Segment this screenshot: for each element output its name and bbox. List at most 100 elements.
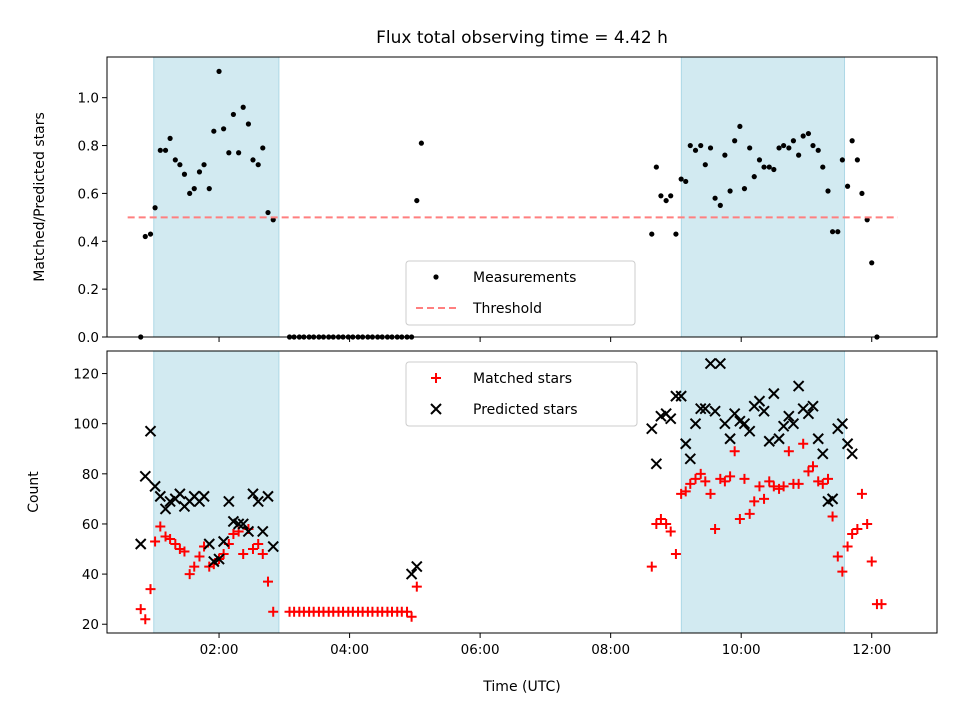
data-point — [228, 528, 239, 539]
data-point — [247, 544, 258, 555]
data-point — [832, 551, 843, 562]
data-point — [807, 400, 819, 412]
y-tick-label: 100 — [73, 417, 99, 433]
data-point — [405, 568, 418, 580]
data-point — [267, 540, 279, 553]
data-point — [402, 606, 413, 617]
data-point — [670, 549, 681, 560]
data-point — [226, 150, 232, 156]
data-point — [778, 481, 789, 492]
y-tick-label: 60 — [82, 517, 99, 533]
data-point — [187, 190, 193, 197]
bottom-panel-counts: 20 40 60 80 100 120 02:00 04:00 06:00 08:00 10:00 1… — [26, 350, 938, 658]
data-point — [646, 561, 657, 572]
data-point — [751, 174, 757, 180]
data-point — [268, 606, 279, 617]
data-point — [680, 486, 691, 497]
data-point — [418, 140, 424, 146]
data-point — [758, 405, 770, 417]
data-point — [649, 231, 655, 237]
data-point — [685, 478, 696, 489]
data-point — [663, 197, 669, 204]
data-point — [162, 147, 169, 153]
data-point — [817, 478, 828, 489]
data-point — [252, 495, 264, 508]
data-point — [144, 425, 157, 437]
data-point — [237, 518, 249, 530]
data-point — [753, 395, 766, 407]
data-point — [172, 157, 178, 163]
data-point — [815, 147, 821, 153]
legend-swatch-x — [430, 403, 442, 415]
legend-box — [405, 361, 638, 427]
axes-frame — [106, 350, 938, 634]
data-point — [787, 417, 800, 430]
data-point — [678, 176, 684, 182]
x-tick-label: 12:00 — [852, 642, 891, 658]
data-point — [411, 581, 422, 592]
data-point — [668, 193, 674, 199]
shaded-region — [153, 350, 280, 634]
shaded-region — [680, 350, 846, 634]
data-point — [675, 390, 687, 402]
data-point — [414, 197, 420, 204]
data-point — [262, 576, 273, 587]
data-point — [862, 518, 873, 529]
legend-box — [405, 260, 636, 326]
data-point — [749, 496, 760, 507]
legend-label: Threshold — [472, 301, 542, 317]
data-point — [203, 538, 215, 550]
data-point — [728, 407, 741, 420]
y-tick-label: 0.6 — [78, 186, 99, 202]
data-point — [683, 178, 689, 185]
data-point — [741, 186, 748, 192]
data-point — [734, 513, 745, 524]
legend: Matched stars Predicted stars — [405, 361, 638, 427]
y-tick-label: 1.0 — [78, 91, 99, 107]
data-point — [812, 433, 824, 445]
data-point — [661, 518, 672, 529]
data-point — [201, 162, 207, 168]
data-point — [189, 561, 200, 572]
data-point — [773, 433, 785, 445]
data-point — [257, 549, 268, 560]
data-point — [245, 121, 252, 127]
legend-label: Matched stars — [473, 371, 572, 387]
data-point — [724, 433, 736, 445]
series-measurements — [138, 68, 880, 340]
data-point — [665, 526, 676, 537]
data-point — [864, 217, 870, 223]
data-point — [835, 229, 841, 235]
data-point — [152, 205, 158, 211]
data-point — [250, 157, 256, 163]
data-point — [223, 495, 235, 508]
data-point — [759, 493, 770, 504]
legend-swatch-plus — [431, 373, 441, 383]
data-point — [756, 157, 763, 163]
data-point — [786, 145, 792, 151]
data-point — [206, 186, 212, 192]
data-point — [849, 138, 855, 144]
data-point — [700, 476, 711, 487]
x-axis-label: Time (UTC) — [482, 679, 560, 695]
data-point — [792, 380, 805, 392]
data-point — [836, 417, 849, 430]
data-point — [692, 147, 699, 153]
data-point — [704, 357, 717, 370]
data-point — [754, 481, 765, 492]
data-point — [798, 438, 809, 449]
data-point — [825, 188, 831, 194]
data-point — [743, 425, 756, 437]
data-point — [673, 231, 679, 237]
data-point — [646, 422, 658, 435]
data-point — [783, 410, 795, 422]
data-point — [699, 402, 712, 415]
y-tick-label: 80 — [82, 467, 99, 483]
data-point — [213, 553, 225, 565]
data-point — [764, 476, 775, 487]
data-point — [839, 157, 845, 163]
data-point — [725, 471, 736, 482]
data-point — [847, 528, 858, 539]
data-point — [653, 164, 659, 170]
data-point — [159, 503, 172, 515]
